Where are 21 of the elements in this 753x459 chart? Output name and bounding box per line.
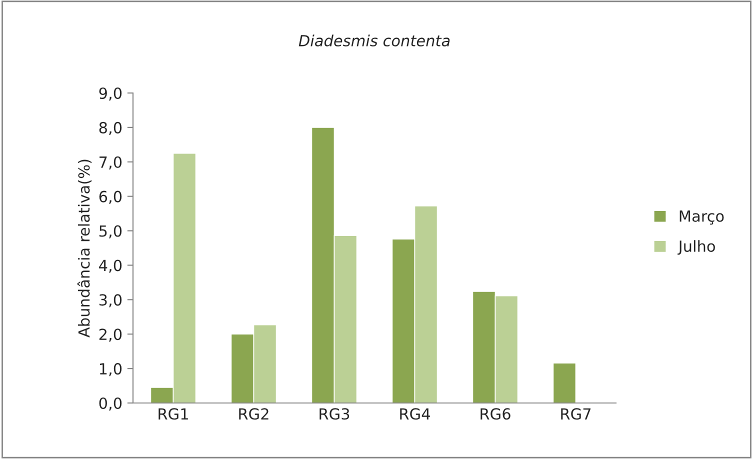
y-tick-label: 6,0: [99, 190, 122, 204]
y-tick-label: 9,0: [99, 87, 122, 101]
x-tick-label: RG2: [239, 408, 268, 420]
x-tick-label: RG3: [320, 408, 350, 420]
x-tick-label: RG4: [400, 408, 430, 420]
x-tick-label: RG7: [561, 408, 591, 420]
bar: [552, 362, 576, 403]
y-tick-label: 2,0: [99, 328, 122, 342]
legend-label: Julho: [678, 240, 715, 255]
chart-title: Diadesmis contenta: [298, 34, 450, 46]
y-axis-title: Abundância relativa(%): [77, 160, 92, 338]
y-tick-label: 4,0: [99, 260, 122, 273]
x-tick-label: RG1: [158, 408, 188, 420]
x-tick-label: RG6: [480, 408, 510, 420]
y-tick-label: 0,0: [99, 397, 122, 411]
legend-label: Março: [680, 210, 724, 225]
y-tick-label: 8,0: [99, 122, 122, 136]
y-tick-label: 3,0: [99, 294, 122, 308]
y-tick-label: 5,0: [99, 225, 122, 238]
y-tick-label: 7,0: [100, 156, 122, 170]
y-tick-label: 1,0: [100, 363, 122, 376]
